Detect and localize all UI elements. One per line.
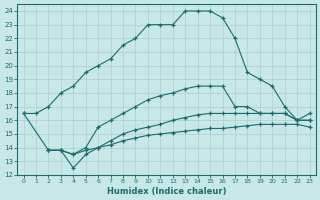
X-axis label: Humidex (Indice chaleur): Humidex (Indice chaleur) bbox=[107, 187, 226, 196]
